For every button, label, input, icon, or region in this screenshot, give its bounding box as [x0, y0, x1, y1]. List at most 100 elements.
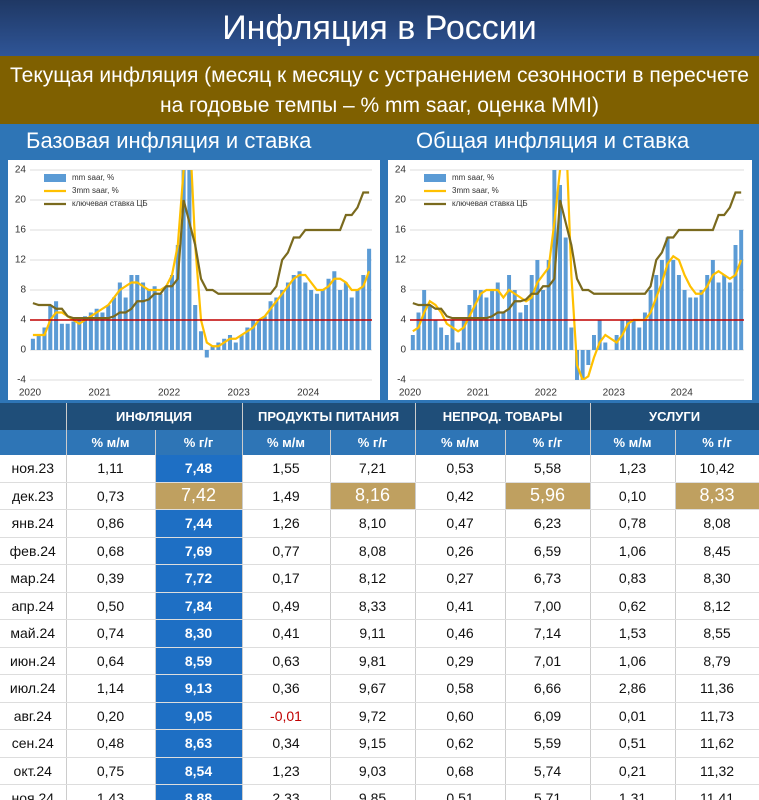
cell: 5,74: [505, 757, 591, 785]
cell: 7,14: [505, 619, 591, 648]
sub-header: % м/м: [590, 430, 676, 455]
row: фев.24 0,68 7,69 0,77 8,08 0,26 6,59 1,06 8,45: [0, 537, 759, 565]
bar: [569, 327, 574, 350]
bar: [164, 286, 169, 350]
cell: 8,30: [155, 619, 243, 648]
cell: 2,86: [590, 674, 676, 703]
bar: [349, 297, 354, 350]
legend-label: ключевая ставка ЦБ: [452, 199, 528, 208]
legend-swatch: [424, 174, 446, 182]
cell: 1,26: [242, 509, 331, 538]
cell: 1,11: [66, 455, 156, 483]
table: ИНФЛЯЦИЯ ПРОДУКТЫ ПИТАНИЯ НЕПРОД. ТОВАРЫ УС…: [0, 403, 759, 800]
bar: [693, 297, 698, 350]
bar: [135, 275, 140, 350]
cell: 8,12: [330, 564, 416, 593]
line: [412, 191, 742, 320]
panel-title: Базовая инфляция и ставка: [26, 128, 312, 153]
cell: 7,00: [505, 592, 591, 620]
row-label: авг.24: [0, 702, 67, 730]
x-tick-label: 2024: [671, 388, 694, 399]
row-label: фев.24: [0, 537, 67, 565]
cell: 11,32: [675, 757, 759, 785]
y-tick-label: 16: [395, 225, 407, 236]
cell: 5,58: [505, 455, 591, 483]
bar: [597, 320, 602, 350]
bar: [204, 350, 209, 358]
bar: [665, 237, 670, 350]
bar: [158, 293, 163, 350]
bar: [274, 297, 279, 350]
bar: [439, 327, 444, 350]
cell: 8,88: [155, 784, 243, 800]
cell: 9,03: [330, 757, 416, 785]
cell: 0,17: [242, 564, 331, 593]
x-tick-label: 2020: [19, 388, 42, 399]
y-tick-label: 4: [20, 315, 26, 326]
cell: 9,05: [155, 702, 243, 730]
sub-header: % м/м: [66, 430, 156, 455]
bar: [484, 297, 489, 350]
row: апр.24 0,50 7,84 0,49 8,33 0,41 7,00 0,62 8,12: [0, 592, 759, 620]
y-tick-label: 24: [395, 165, 407, 176]
bar: [558, 185, 562, 350]
cell: 0,41: [242, 619, 331, 648]
cell: 11,41: [675, 784, 759, 800]
cell: 1,53: [590, 619, 676, 648]
x-tick-label: 2024: [297, 388, 320, 399]
x-tick-label: 2020: [399, 388, 422, 399]
bar: [361, 275, 366, 350]
bar: [262, 316, 267, 350]
y-tick-label: 12: [15, 255, 27, 266]
bar: [456, 342, 461, 350]
cell: 11,73: [675, 702, 759, 730]
cell: 0,39: [66, 564, 156, 593]
bar: [332, 271, 337, 350]
bar: [71, 321, 76, 350]
cell: 0,21: [590, 757, 676, 785]
cell: 0,77: [242, 537, 331, 565]
x-tick-label: 2023: [228, 388, 251, 399]
cell: 0,62: [590, 592, 676, 620]
cell: 10,42: [675, 455, 759, 483]
cell: 0,58: [415, 674, 506, 703]
cell: 1,06: [590, 537, 676, 565]
cell: 8,08: [330, 537, 416, 565]
row: сен.24 0,48 8,63 0,34 9,15 0,62 5,59 0,51 11,62: [0, 729, 759, 758]
bar: [637, 327, 642, 350]
cell: 8,54: [155, 757, 243, 785]
cell: 6,59: [505, 537, 591, 565]
cell: 1,55: [242, 455, 331, 483]
cell: 7,69: [155, 537, 243, 565]
cell: 0,27: [415, 564, 506, 593]
bar: [77, 320, 82, 350]
cell: 7,42: [155, 482, 243, 510]
bar: [36, 335, 41, 350]
bar: [48, 305, 53, 350]
legend-label: 3mm saar, %: [452, 186, 499, 195]
row: окт.24 0,75 8,54 1,23 9,03 0,68 5,74 0,21 11,32: [0, 757, 759, 785]
cell: 8,45: [675, 537, 759, 565]
bar: [198, 331, 204, 350]
bar: [129, 275, 134, 350]
bar: [210, 346, 215, 350]
cell: 0,62: [415, 729, 506, 758]
bar: [256, 320, 261, 350]
corner: [0, 430, 67, 455]
cell: 9,85: [330, 784, 416, 800]
corner: [0, 403, 67, 430]
plot: [30, 170, 372, 358]
sub-header: % м/м: [242, 430, 331, 455]
cell: 1,31: [590, 784, 676, 800]
bar: [42, 327, 47, 350]
row: дек.23 0,73 7,42 1,49 8,16 0,42 5,96 0,10 8,33: [0, 482, 759, 510]
cell: 7,72: [155, 564, 243, 593]
cell: 7,84: [155, 592, 243, 620]
cell: 0,49: [242, 592, 331, 620]
y-tick-label: 16: [15, 225, 27, 236]
bar: [227, 335, 233, 350]
row-label: мар.24: [0, 564, 67, 593]
bar: [659, 260, 664, 350]
cell: 0,42: [415, 482, 506, 510]
